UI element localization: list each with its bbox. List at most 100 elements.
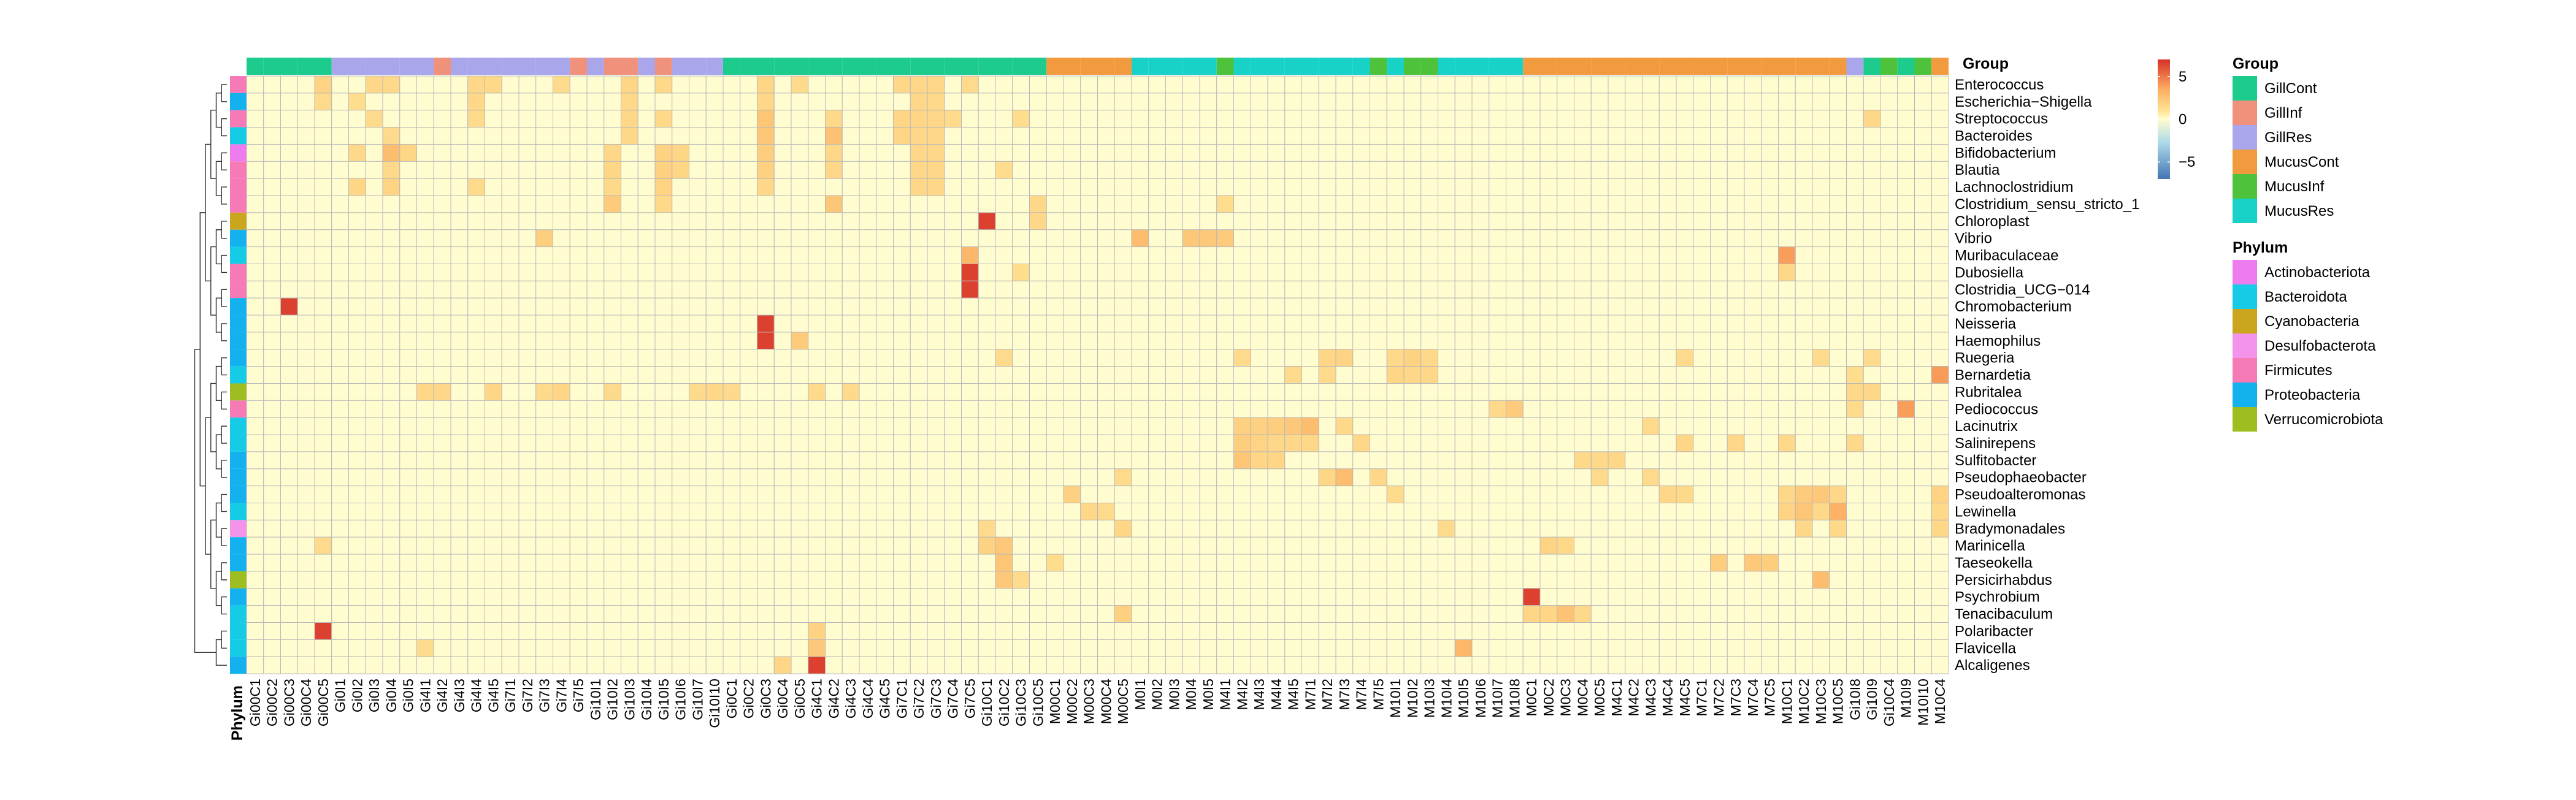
group-cell-mucuscont [1795,58,1812,75]
heatmap-cell [1131,229,1149,248]
heatmap-cell [485,332,502,350]
heatmap-cell [553,195,570,213]
heatmap-cell [416,110,434,128]
heatmap-cell [1182,622,1200,640]
heatmap-cell [1863,314,1881,333]
heatmap-cell [1370,519,1387,538]
heatmap-cell [1250,451,1268,470]
heatmap-cell [569,451,588,470]
heatmap-cell [825,314,843,333]
heatmap-cell [604,468,621,487]
heatmap-cell [1097,127,1115,145]
heatmap-cell [1914,366,1932,384]
heatmap-cell [1403,110,1422,128]
heatmap-cell [1370,75,1387,94]
heatmap-cell [705,127,724,145]
heatmap-cell [1812,434,1830,452]
heatmap-cell [569,263,588,281]
heatmap-cell [1267,246,1286,264]
heatmap-cell [433,486,451,504]
heatmap-cell [1335,468,1354,487]
heatmap-cell [1489,486,1506,504]
heatmap-cell [1352,229,1370,248]
heatmap-cell [1284,366,1302,384]
heatmap-cell [1863,639,1881,657]
heatmap-cell [1438,127,1455,145]
phylum-cell-proteobacteria [230,657,247,674]
heatmap-cell [1284,212,1302,230]
heatmap-cell [995,314,1013,333]
heatmap-cell [910,349,928,367]
heatmap-cell [1557,246,1574,264]
row-label: Taeseokella [1955,555,2033,571]
heatmap-cell [263,143,281,162]
heatmap-cell [859,75,877,94]
heatmap-cell [433,519,451,538]
heatmap-cell [416,195,434,213]
heatmap-cell [382,554,401,572]
heatmap-cell [808,434,826,452]
heatmap-cell [1608,588,1626,606]
heatmap-cell [1829,195,1847,213]
column-label: M7I3 [1336,679,1352,710]
heatmap-cell [1642,263,1660,281]
heatmap-cell [654,161,673,179]
heatmap-cell [1557,536,1574,555]
heatmap-cell [263,417,281,435]
heatmap-cell [1250,349,1268,367]
heatmap-cell [1267,127,1286,145]
heatmap-cell [1267,280,1286,299]
heatmap-cell [1812,143,1830,162]
heatmap-cell [314,554,332,572]
heatmap-cell [1931,503,1949,520]
heatmap-cell [1148,639,1166,657]
column-label: M0I1 [1132,679,1148,710]
heatmap-cell [1386,263,1405,281]
phylum-cell-proteobacteria [230,349,247,367]
heatmap-cell [246,383,264,401]
group-cell-gillres [638,58,655,75]
heatmap-cell [927,656,945,674]
heatmap-cell [1131,366,1149,384]
heatmap-cell [978,571,996,589]
heatmap-cell [757,366,775,384]
heatmap-cell [382,519,401,538]
heatmap-cell [1131,451,1149,470]
heatmap-cell [1522,212,1541,230]
heatmap-cell [246,93,264,111]
heatmap-cell [1335,486,1354,504]
heatmap-cell [518,451,537,470]
heatmap-cell [637,143,656,162]
phylum-cell-bacteroidota [230,435,247,452]
heatmap-cell [569,605,588,623]
phylum-cell-firmicutes [230,161,247,179]
heatmap-cell [1233,314,1251,333]
heatmap-cell [604,93,621,111]
heatmap-cell [604,178,621,196]
heatmap-cell [501,656,519,674]
heatmap-cell [1250,297,1268,316]
heatmap-cell [1539,571,1558,589]
heatmap-cell [654,127,673,145]
heatmap-cell [1897,503,1915,520]
heatmap-cell [1063,349,1081,367]
heatmap-cell [1250,486,1268,504]
heatmap-cell [1590,127,1609,145]
heatmap-cell [1795,536,1813,555]
heatmap-cell [1590,451,1609,470]
heatmap-cell [1420,434,1438,452]
heatmap-cell [1097,400,1115,418]
heatmap-cell [1608,400,1626,418]
heatmap-cell [672,195,689,213]
heatmap-cell [331,349,349,367]
heatmap-cell [1318,143,1336,162]
heatmap-cell [1812,178,1830,196]
heatmap-cell [1914,161,1932,179]
heatmap-cell [961,280,979,299]
heatmap-cell [944,314,962,333]
heatmap-cell [433,280,451,299]
heatmap-cell [467,143,485,162]
heatmap-cell [1863,297,1881,316]
heatmap-cell [1165,536,1183,555]
heatmap-cell [672,588,689,606]
